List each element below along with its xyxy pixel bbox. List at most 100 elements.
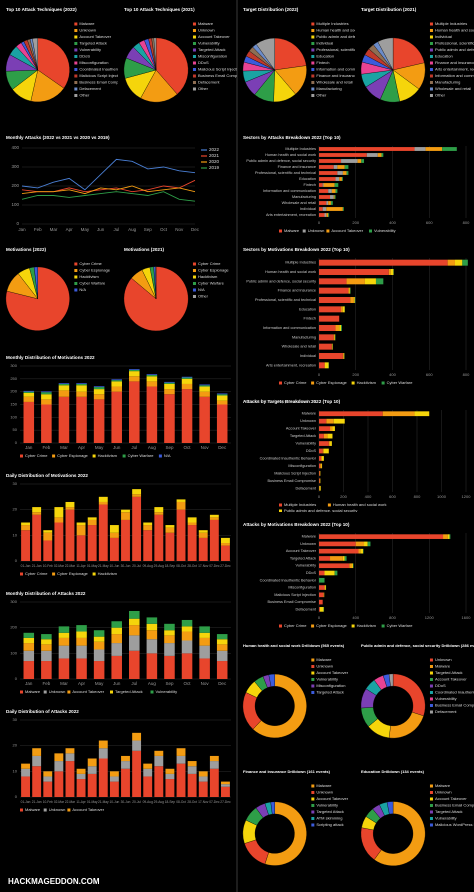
legend-swatch <box>311 48 315 52</box>
bar-segment <box>319 213 325 217</box>
legend-label: Human health and social work <box>316 28 370 33</box>
bar-segment <box>143 525 153 531</box>
x-tick-label: 1000 <box>437 494 447 499</box>
legend-label: Account Takeover <box>198 34 230 39</box>
bar-segment <box>76 383 87 384</box>
bar-segment <box>319 334 334 341</box>
bar-segment <box>319 599 323 605</box>
x-tick-label: 01-May <box>87 800 98 804</box>
legend-label: Education <box>316 54 334 59</box>
bar-segment <box>344 556 347 561</box>
bar-segment <box>111 379 122 381</box>
bar-segment <box>322 207 327 211</box>
bar-segment <box>199 626 210 633</box>
legend-label: Account Takeover <box>435 677 467 682</box>
bar-segment <box>154 512 164 515</box>
bar-segment <box>319 259 448 266</box>
bar-segment <box>76 631 87 638</box>
y-tick-label: Wholesale and retail <box>282 345 317 349</box>
bar-segment <box>328 213 330 217</box>
bar-segment <box>361 159 365 163</box>
legend-label: Unknown <box>79 28 96 33</box>
bar-segment <box>198 771 208 777</box>
bar-segment <box>23 401 35 443</box>
chart-title: Motivations (2022) <box>6 247 47 252</box>
legend-label: Manufacturing <box>435 80 460 85</box>
legend-swatch <box>192 81 196 84</box>
y-tick-label: 300 <box>11 164 19 169</box>
legend-label: 2019 <box>209 165 220 170</box>
legend-swatch <box>429 823 433 827</box>
bar-segment <box>93 630 105 637</box>
bar-segment <box>328 201 331 205</box>
legend-label: Arts entertainment, recreation <box>435 67 474 72</box>
legend-label: Defacement <box>198 80 220 85</box>
legend-label: Malware <box>25 807 41 812</box>
bar-segment <box>87 517 97 520</box>
legend-swatch <box>311 29 315 32</box>
bar-segment <box>129 610 140 619</box>
bar-segment <box>216 400 228 405</box>
legend-label: Vulnerability <box>198 41 220 46</box>
bar-segment <box>199 645 210 659</box>
x-tick-label: 08-Oct <box>176 564 186 568</box>
y-tick-label: 150 <box>10 402 17 407</box>
chart-title: Sectors by Attacks Breakdown 2022 (Top 1… <box>243 135 341 140</box>
legend-label: Targeted Attack <box>79 41 107 46</box>
bar-segment <box>319 570 325 576</box>
bar-segment <box>109 771 119 777</box>
x-tick-label: Jan <box>18 227 26 232</box>
x-tick-label: Oct <box>184 681 192 686</box>
bar-segment <box>334 183 339 187</box>
bar-segment <box>58 385 70 391</box>
x-tick-label: May <box>95 445 104 450</box>
bar-segment <box>319 315 340 322</box>
panel: Motivations (2022) Cyber Crime Cyber Espio… <box>5 247 111 331</box>
bar-segment <box>346 278 365 285</box>
legend-swatch <box>302 229 306 233</box>
legend-swatch <box>110 690 113 694</box>
chart-title: Top 10 Attack Techniques (2021) <box>124 7 195 12</box>
legend-swatch <box>192 42 196 45</box>
x-tick-label: Mar <box>50 227 58 232</box>
bar-segment <box>199 386 210 392</box>
bar-segment <box>216 661 228 679</box>
bar-segment <box>41 634 52 640</box>
legend-swatch <box>192 68 196 71</box>
legend-swatch <box>192 275 196 279</box>
bar-segment <box>58 383 70 386</box>
legend-swatch <box>192 262 196 266</box>
bar-segment <box>109 525 119 533</box>
y-tick-label: Public admin and defence, social securit… <box>246 279 316 283</box>
x-tick-label: 22-Mar <box>65 564 76 568</box>
bar-segment <box>76 637 87 646</box>
bar-segment <box>319 607 324 612</box>
bar-segment <box>54 522 64 561</box>
x-tick-label: 22-Mar <box>65 800 76 804</box>
legend-label: Finance and insurance <box>435 60 474 65</box>
y-tick-label: Fintech <box>304 317 316 321</box>
bar-segment <box>32 507 42 513</box>
bar-segment <box>98 740 108 749</box>
legend-label: Cyber Espionage <box>57 453 88 458</box>
bar-segment <box>176 499 186 502</box>
bar-segment <box>332 426 335 432</box>
bar-segment <box>322 183 324 187</box>
legend-label: Cyber Warfare <box>128 453 155 458</box>
legend-label: Unknown <box>198 28 215 33</box>
bar-segment <box>111 381 122 387</box>
bar-segment <box>143 763 153 769</box>
y-tick-label: DDoS <box>306 449 317 453</box>
x-tick-label: 30-Jun <box>121 564 131 568</box>
bar-segment <box>319 201 327 205</box>
bar-segment <box>324 585 326 590</box>
legend-swatch <box>311 810 315 814</box>
bar-segment <box>221 537 230 544</box>
bar-segment <box>21 530 30 561</box>
x-tick-label: 600 <box>389 494 396 499</box>
bar-segment <box>143 776 153 797</box>
y-tick-label: Malicious Script Injection <box>274 593 316 597</box>
legend-label: Unknown <box>435 657 452 662</box>
legend-swatch <box>74 282 78 285</box>
legend-swatch <box>74 74 78 78</box>
